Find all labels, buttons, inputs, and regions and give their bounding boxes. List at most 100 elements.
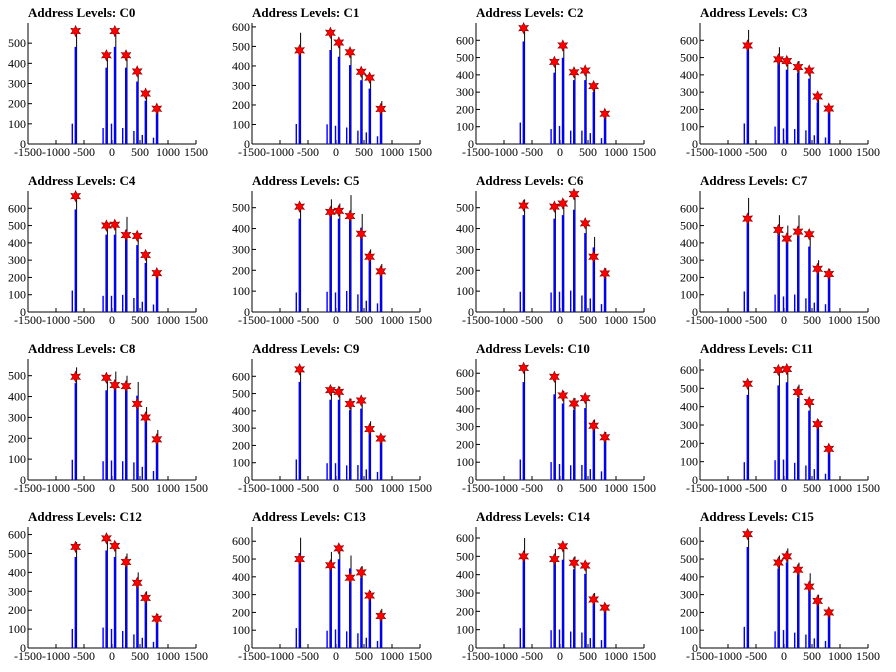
- histogram-bar: [144, 262, 147, 312]
- y-tick-label: 100: [456, 120, 474, 134]
- histogram-side-bar: [519, 291, 521, 312]
- histogram-panel: 0 100 200 300 400 500 -1500 -1000 -500 0 500 1000 15…: [0, 336, 224, 504]
- peak-marker: [333, 385, 345, 399]
- y-tick-label: 500: [680, 381, 698, 395]
- histogram-bar: [113, 386, 116, 480]
- histogram-side-bar: [326, 630, 328, 648]
- histogram-panel: 0 100 200 300 400 500 600 -1500 -1000 -500 0 500 100…: [0, 168, 224, 336]
- histogram-plot: 0 100 200 300 400 500 600 -1500 -1000 -500 0 500 100…: [232, 359, 432, 495]
- histogram-plot: 0 100 200 300 400 500 600 -1500 -1000 -500 0 500 100…: [456, 527, 656, 663]
- x-tick-label: 500: [579, 649, 597, 663]
- x-tick-label: -1000: [266, 145, 294, 159]
- y-tick-label: 600: [8, 201, 26, 215]
- histogram-bar: [144, 100, 147, 144]
- x-tick-label: 500: [355, 481, 373, 495]
- peak-marker: [557, 197, 569, 210]
- y-tick-label: 300: [456, 85, 474, 99]
- histogram-side-bar: [102, 461, 104, 480]
- peak-marker: [588, 419, 600, 432]
- peak-marker: [375, 102, 387, 116]
- histogram-bar: [777, 568, 780, 648]
- x-tick-label: 1500: [856, 145, 880, 159]
- peak-marker: [742, 377, 754, 391]
- x-tick-label: 1000: [604, 313, 628, 327]
- y-tick-label: 100: [456, 284, 474, 298]
- histogram-side-bar: [550, 129, 552, 144]
- histogram-side-bar: [794, 129, 796, 144]
- y-tick-label: 0: [692, 305, 698, 319]
- histogram-bar: [746, 45, 749, 144]
- x-tick-label: 1000: [604, 481, 628, 495]
- x-tick-label: 500: [803, 481, 821, 495]
- x-tick-label: -1000: [42, 649, 70, 663]
- histogram-side-bar: [295, 123, 297, 144]
- peak-marker: [131, 397, 143, 411]
- y-tick-label: 200: [456, 263, 474, 277]
- y-tick-label: 0: [244, 137, 250, 151]
- y-tick-label: 200: [456, 604, 474, 618]
- y-tick-label: 400: [232, 570, 250, 584]
- histogram-bar: [329, 50, 332, 144]
- x-tick-label: 0: [333, 313, 339, 327]
- histogram-bar: [105, 67, 108, 144]
- panel-title: Address Levels: C1: [252, 5, 360, 20]
- histogram-side-bar: [357, 465, 359, 480]
- y-tick-label: 200: [680, 102, 698, 116]
- x-tick-label: -1500: [462, 481, 490, 495]
- y-tick-label: 600: [680, 201, 698, 215]
- x-tick-label: -1500: [686, 145, 714, 159]
- x-tick-label: 1000: [604, 649, 628, 663]
- y-tick-label: 600: [680, 534, 698, 548]
- peak-marker: [588, 250, 600, 263]
- histogram-bar: [368, 88, 371, 144]
- peak-marker: [548, 370, 560, 384]
- x-tick-label: 1500: [632, 145, 656, 159]
- peak-marker: [823, 606, 835, 619]
- histogram-bar: [329, 399, 332, 480]
- histogram-bar: [797, 574, 800, 648]
- histogram-side-bar: [102, 128, 104, 144]
- histogram-bar: [125, 230, 128, 312]
- y-tick-label: 500: [680, 51, 698, 65]
- y-tick-label: 500: [8, 36, 26, 50]
- peak-marker: [333, 36, 345, 49]
- x-tick-label: -500: [73, 313, 95, 327]
- y-tick-label: 500: [8, 219, 26, 233]
- y-tick-label: 100: [232, 284, 250, 298]
- histogram-plot: 0 100 200 300 400 500 600 -1500 -1000 -500 0 500 100…: [8, 189, 208, 327]
- x-tick-label: 1000: [156, 313, 180, 327]
- x-tick-label: 0: [333, 649, 339, 663]
- histogram-side-bar: [805, 465, 807, 480]
- x-tick-label: -500: [745, 313, 767, 327]
- peak-marker: [109, 539, 121, 553]
- y-tick-label: 400: [680, 400, 698, 414]
- histogram-panel: 0 100 200 300 400 500 600 -1500 -1000 -500 0 500 100…: [224, 0, 448, 168]
- histogram-bar: [144, 417, 147, 480]
- histogram-bar: [368, 258, 371, 312]
- histogram-bar: [113, 556, 116, 648]
- x-tick-label: 1000: [828, 145, 852, 159]
- peak-marker: [568, 187, 580, 201]
- x-tick-label: 1000: [828, 481, 852, 495]
- histogram-bar: [337, 218, 340, 312]
- histogram-plot: 0 100 200 300 400 500 -1500 -1000 -500 0 500 1000 15…: [456, 187, 656, 327]
- x-tick-label: -1000: [42, 481, 70, 495]
- histogram-panel: 0 100 200 300 400 500 600 -1500 -1000 -500 0 500 100…: [448, 0, 672, 168]
- x-tick-label: -1000: [490, 145, 518, 159]
- histogram-side-bar: [133, 462, 135, 480]
- histogram-side-bar: [813, 469, 815, 480]
- panel-title: Address Levels: C11: [700, 341, 814, 356]
- y-tick-label: 600: [456, 531, 474, 545]
- histogram-bar: [785, 562, 788, 648]
- peak-marker: [70, 24, 82, 38]
- histogram-side-bar: [600, 304, 603, 312]
- histogram-bar: [808, 246, 811, 312]
- peak-marker: [70, 189, 82, 203]
- histogram-side-bar: [581, 295, 583, 312]
- histogram-side-bar: [805, 298, 807, 312]
- panel-title: Address Levels: C12: [28, 509, 142, 524]
- peak-marker: [344, 571, 356, 584]
- x-tick-label: -1000: [714, 313, 742, 327]
- peak-marker: [742, 527, 754, 541]
- histogram-bar: [584, 233, 587, 312]
